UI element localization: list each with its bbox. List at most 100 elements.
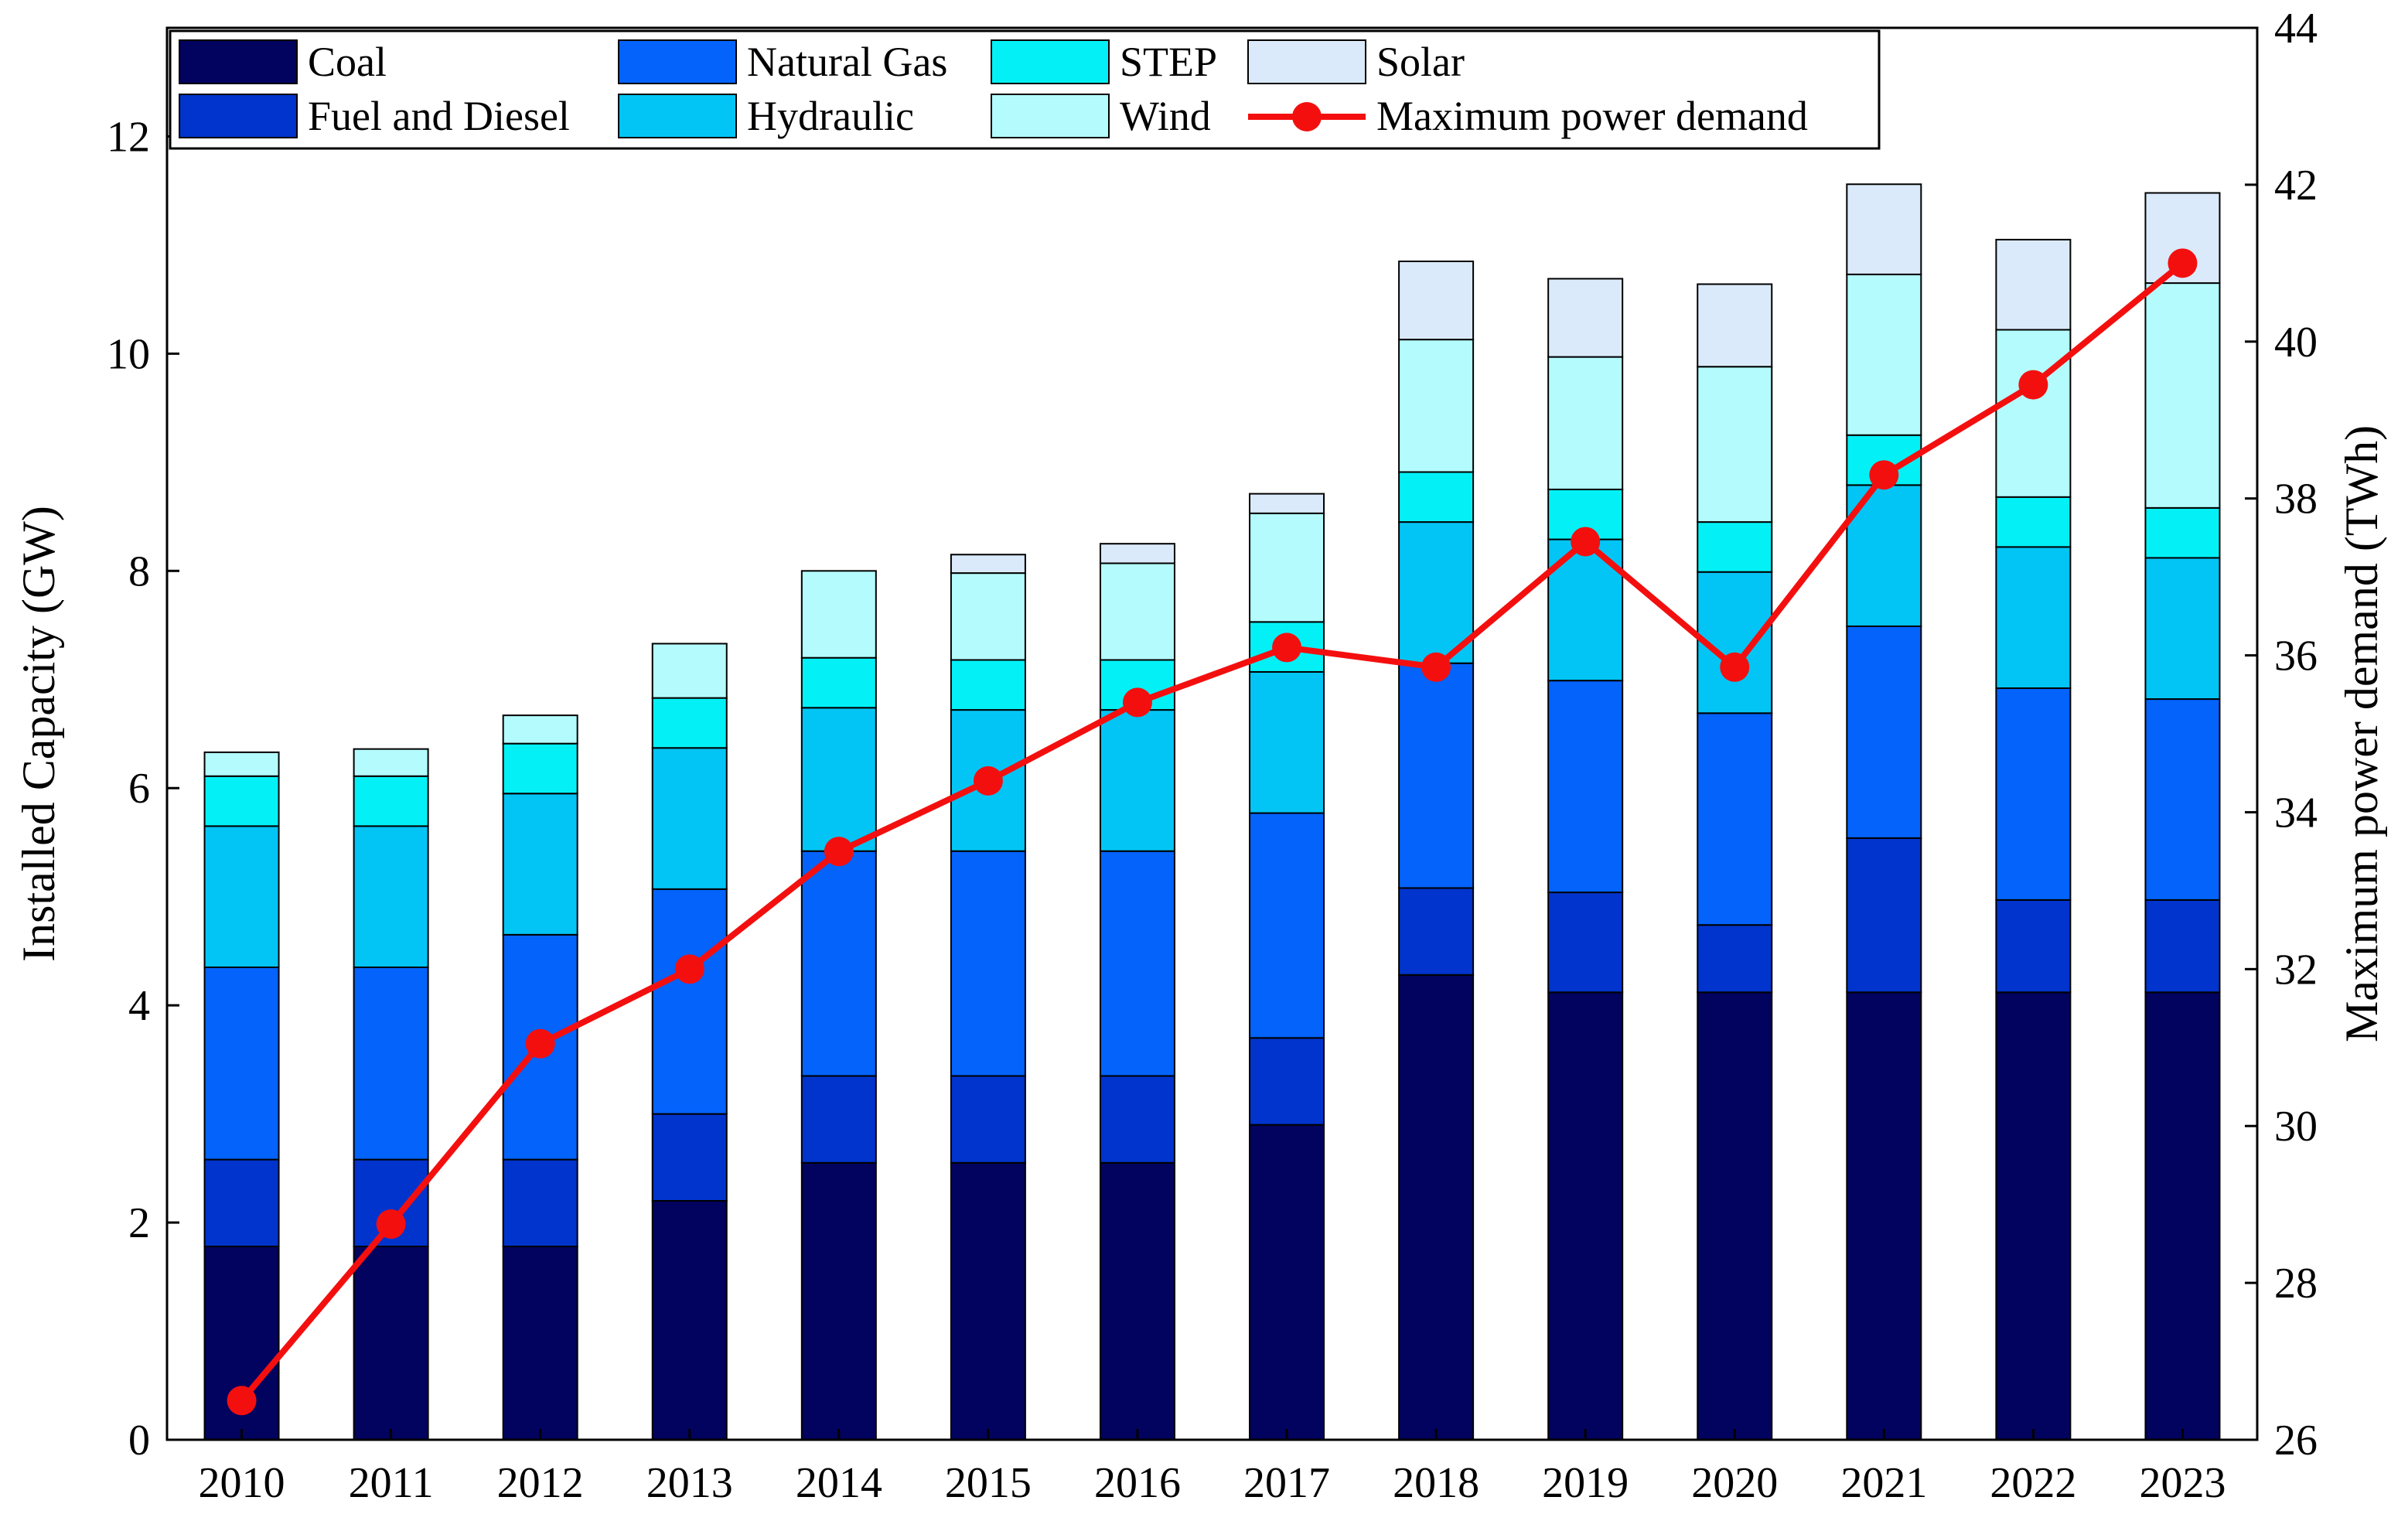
y2-tick-label: 34: [2274, 789, 2318, 837]
plot-frame: [165, 26, 2259, 1441]
bar-step-2020: [1697, 521, 1773, 573]
legend-marker-maximum-power-demand: [1292, 102, 1322, 131]
axes: 0 2 4 6 8 10 12 26 28 30 32 34 36 38 40 42 44 2010 2011 201…: [13, 5, 2387, 1507]
x-tick-label: 2021: [1840, 1459, 1927, 1507]
y2-tick-label: 42: [2274, 162, 2318, 210]
bar-natural-gas-2020: [1697, 712, 1773, 926]
bar-hydraulic-2022: [1995, 546, 2072, 690]
x-tick-label: 2020: [1691, 1459, 1778, 1507]
bar-step-2015: [950, 659, 1026, 711]
x-tick-label: 2014: [796, 1459, 882, 1507]
bar-natural-gas-2011: [353, 966, 429, 1161]
bar-wind-2016: [1099, 562, 1175, 661]
y-tick-label: 6: [128, 765, 150, 813]
bar-natural-gas-2018: [1398, 662, 1475, 889]
legend-label-wind: Wind: [1120, 93, 1211, 139]
bar-solar-2018: [1398, 260, 1475, 341]
bar-natural-gas-2013: [651, 888, 728, 1115]
demand-point-2015: [973, 766, 1003, 796]
bar-hydraulic-2012: [502, 793, 578, 936]
bar-solar-2022: [1995, 238, 2072, 331]
x-tick-label: 2023: [2139, 1459, 2226, 1507]
x-tick-label: 2022: [1990, 1459, 2076, 1507]
bar-coal-2011: [353, 1245, 429, 1441]
bar-wind-2019: [1547, 356, 1624, 490]
bar-fuel-and-diesel-2016: [1099, 1075, 1175, 1164]
bar-wind-2014: [800, 570, 877, 659]
bar-fuel-and-diesel-2018: [1398, 887, 1475, 976]
bar-coal-2012: [502, 1245, 578, 1441]
legend-swatch-step: [991, 39, 1110, 84]
bar-fuel-and-diesel-2023: [2144, 899, 2221, 994]
demand-point-2020: [1720, 652, 1750, 682]
bar-wind-2011: [353, 748, 429, 777]
legend-label-natural-gas: Natural Gas: [747, 39, 947, 85]
y2-tick-label: 40: [2274, 319, 2318, 367]
bar-coal-2021: [1846, 991, 1922, 1441]
x-tick-label: 2013: [646, 1459, 733, 1507]
bar-step-2014: [800, 656, 877, 709]
legend-label-coal: Coal: [308, 39, 387, 85]
bar-wind-2023: [2144, 282, 2221, 509]
bar-solar-2020: [1697, 283, 1773, 368]
bar-step-2018: [1398, 471, 1475, 523]
y-tick-label: 12: [107, 113, 150, 161]
bar-wind-2020: [1697, 366, 1773, 523]
bar-step-2022: [1995, 496, 2072, 548]
bar-solar-2021: [1846, 183, 1922, 275]
y2-tick-label: 32: [2274, 946, 2318, 994]
bar-coal-2023: [2144, 991, 2221, 1441]
bar-coal-2022: [1995, 991, 2072, 1441]
legend-swatch-solar: [1247, 39, 1366, 84]
bar-fuel-and-diesel-2022: [1995, 899, 2072, 994]
legend-swatch-natural-gas: [618, 39, 737, 84]
bar-coal-2015: [950, 1161, 1026, 1441]
x-tick-label: 2019: [1542, 1459, 1629, 1507]
bar-natural-gas-2010: [203, 966, 280, 1161]
bar-solar-2016: [1099, 543, 1175, 564]
bar-wind-2022: [1995, 329, 2072, 498]
legend-label-maximum-power-demand: Maximum power demand: [1376, 93, 1808, 139]
bar-wind-2010: [203, 751, 280, 777]
legend-swatch-wind: [991, 94, 1110, 138]
bar-fuel-and-diesel-2019: [1547, 892, 1624, 994]
bar-hydraulic-2017: [1249, 670, 1325, 814]
bar-hydraulic-2013: [651, 747, 728, 890]
bar-hydraulic-2010: [203, 825, 280, 968]
legend-swatch-coal: [179, 39, 298, 84]
bar-natural-gas-2015: [950, 850, 1026, 1077]
bar-step-2013: [651, 697, 728, 749]
bar-natural-gas-2021: [1846, 625, 1922, 839]
x-tick-label: 2018: [1393, 1459, 1479, 1507]
y2-axis-title: Maximum power demand (TWh): [2336, 425, 2387, 1042]
demand-point-2014: [824, 837, 854, 867]
bar-step-2011: [353, 775, 429, 827]
bar-wind-2012: [502, 714, 578, 745]
demand-point-2012: [525, 1028, 555, 1059]
y-tick-label: 8: [128, 547, 150, 595]
demand-point-2022: [2018, 370, 2048, 400]
x-tick-label: 2011: [349, 1459, 434, 1507]
bar-step-2012: [502, 742, 578, 795]
demand-point-2023: [2168, 248, 2198, 278]
y2-tick-label: 30: [2274, 1103, 2318, 1151]
y2-tick-label: 28: [2274, 1260, 2318, 1308]
bar-natural-gas-2014: [800, 850, 877, 1077]
bar-fuel-and-diesel-2017: [1249, 1037, 1325, 1126]
y-tick-label: 2: [128, 1199, 150, 1247]
legend-swatch-hydraulic: [618, 94, 737, 138]
bar-natural-gas-2022: [1995, 687, 2072, 901]
x-tick-label: 2010: [199, 1459, 285, 1507]
bar-coal-2017: [1249, 1124, 1325, 1441]
demand-line: [227, 248, 2198, 1416]
bar-solar-2017: [1249, 493, 1325, 514]
y-tick-label: 10: [107, 330, 150, 378]
bar-coal-2020: [1697, 991, 1773, 1441]
demand-point-2016: [1122, 687, 1152, 718]
x-tick-label: 2012: [497, 1459, 584, 1507]
bar-fuel-and-diesel-2015: [950, 1075, 1026, 1164]
demand-point-2021: [1869, 460, 1899, 490]
demand-point-2019: [1571, 527, 1601, 557]
bar-coal-2019: [1547, 991, 1624, 1441]
y-tick-label: 0: [128, 1417, 150, 1465]
